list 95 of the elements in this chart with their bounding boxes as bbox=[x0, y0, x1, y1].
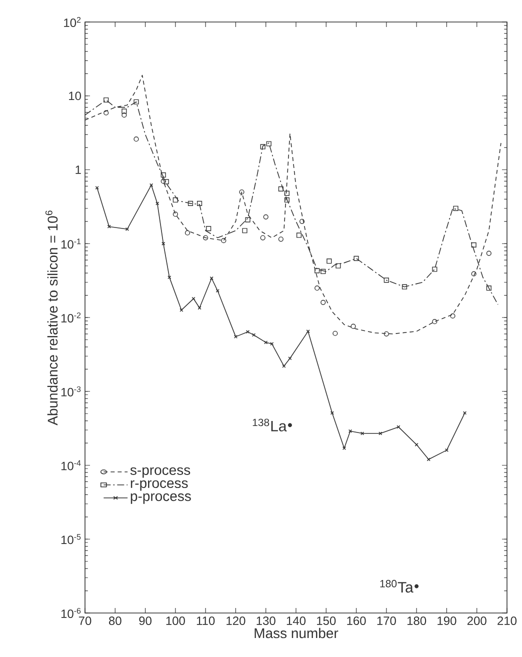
point bbox=[122, 112, 127, 118]
point bbox=[320, 300, 326, 305]
point bbox=[134, 136, 139, 142]
y-tick-label: 10 bbox=[69, 92, 81, 100]
y-tick-label: 10$^{-3}$ bbox=[61, 386, 81, 396]
point bbox=[125, 227, 130, 231]
x-axis-title: Mass number bbox=[254, 628, 338, 638]
point bbox=[342, 446, 346, 450]
point bbox=[239, 189, 244, 195]
point bbox=[332, 330, 338, 336]
point bbox=[264, 340, 268, 344]
x-tick-label: 140 bbox=[286, 616, 306, 626]
x-tick-label: 200 bbox=[467, 616, 486, 626]
legend-label: s-process bbox=[130, 467, 190, 478]
point bbox=[384, 331, 389, 336]
x-tick-label: 100 bbox=[166, 616, 185, 626]
point bbox=[314, 286, 320, 291]
x-tick-label: 70 bbox=[78, 616, 92, 626]
point bbox=[284, 197, 290, 203]
point bbox=[104, 110, 109, 116]
x-tick-label: 110 bbox=[196, 616, 215, 626]
y-axis-title: Abundance relative to silicon = 10$^{6}$ bbox=[45, 210, 58, 426]
point bbox=[384, 278, 389, 283]
point bbox=[471, 242, 476, 248]
point bbox=[284, 190, 290, 196]
point bbox=[471, 271, 476, 276]
point bbox=[164, 179, 169, 184]
y-tick-label: 10$^{2}$ bbox=[64, 16, 81, 28]
point bbox=[184, 230, 190, 236]
y-tick-label: 10$^{-6}$ bbox=[61, 608, 81, 618]
point bbox=[350, 324, 356, 329]
point bbox=[172, 212, 178, 217]
point bbox=[453, 206, 458, 211]
point bbox=[432, 266, 438, 272]
y-tick-label: 10$^{-2}$ bbox=[61, 312, 81, 323]
point bbox=[245, 217, 250, 222]
x-tick-label: 120 bbox=[226, 616, 246, 626]
x-tick-label: 190 bbox=[438, 616, 456, 626]
point bbox=[326, 258, 332, 264]
y-tick-label: 10$^{-4}$ bbox=[61, 460, 81, 470]
point bbox=[160, 178, 166, 184]
point bbox=[282, 364, 286, 368]
point bbox=[242, 228, 248, 234]
point bbox=[450, 313, 456, 318]
point bbox=[196, 200, 202, 206]
point bbox=[134, 99, 139, 104]
x-tick-label: 90 bbox=[139, 616, 152, 626]
x-tick-label: 210 bbox=[498, 616, 517, 626]
point bbox=[246, 330, 250, 334]
point bbox=[402, 284, 408, 290]
annotation: $^{180}$Ta bbox=[380, 580, 414, 593]
y-tick-label: 10$^{-5}$ bbox=[61, 534, 81, 544]
point bbox=[203, 235, 208, 240]
point bbox=[278, 236, 284, 242]
point bbox=[260, 235, 266, 240]
x-tick-label: 170 bbox=[377, 616, 396, 626]
point bbox=[296, 232, 302, 238]
point bbox=[188, 200, 194, 206]
point bbox=[426, 458, 430, 462]
point bbox=[378, 432, 382, 436]
point bbox=[160, 172, 166, 178]
legend-label: r-process bbox=[130, 480, 188, 491]
point bbox=[260, 144, 266, 150]
x-tick-label: 180 bbox=[407, 616, 426, 626]
point bbox=[206, 226, 212, 232]
y-tick-label: 1 bbox=[76, 166, 81, 174]
point bbox=[266, 141, 272, 146]
point bbox=[314, 268, 320, 274]
point bbox=[278, 186, 284, 192]
point bbox=[320, 268, 326, 274]
point bbox=[162, 242, 166, 246]
point bbox=[104, 97, 109, 103]
x-tick-label: 160 bbox=[347, 616, 366, 626]
point bbox=[396, 425, 400, 429]
point bbox=[444, 448, 449, 452]
point bbox=[299, 218, 305, 224]
point bbox=[270, 342, 274, 346]
x-tick-label: 80 bbox=[108, 616, 122, 626]
annotation: $^{138}$La bbox=[252, 418, 287, 432]
point bbox=[354, 256, 359, 262]
point bbox=[172, 197, 178, 203]
point bbox=[234, 334, 238, 338]
point bbox=[336, 263, 341, 268]
point bbox=[107, 224, 111, 228]
x-tick-label: 150 bbox=[317, 616, 336, 626]
point bbox=[486, 250, 492, 256]
point bbox=[432, 319, 438, 324]
point bbox=[122, 108, 127, 114]
point bbox=[180, 308, 184, 312]
y-tick-label: 10$^{-1}$ bbox=[61, 238, 81, 249]
point bbox=[263, 214, 268, 220]
point bbox=[221, 238, 226, 244]
legend-label: p-process bbox=[130, 493, 191, 504]
x-tick-label: 130 bbox=[256, 616, 276, 626]
point bbox=[486, 286, 492, 291]
